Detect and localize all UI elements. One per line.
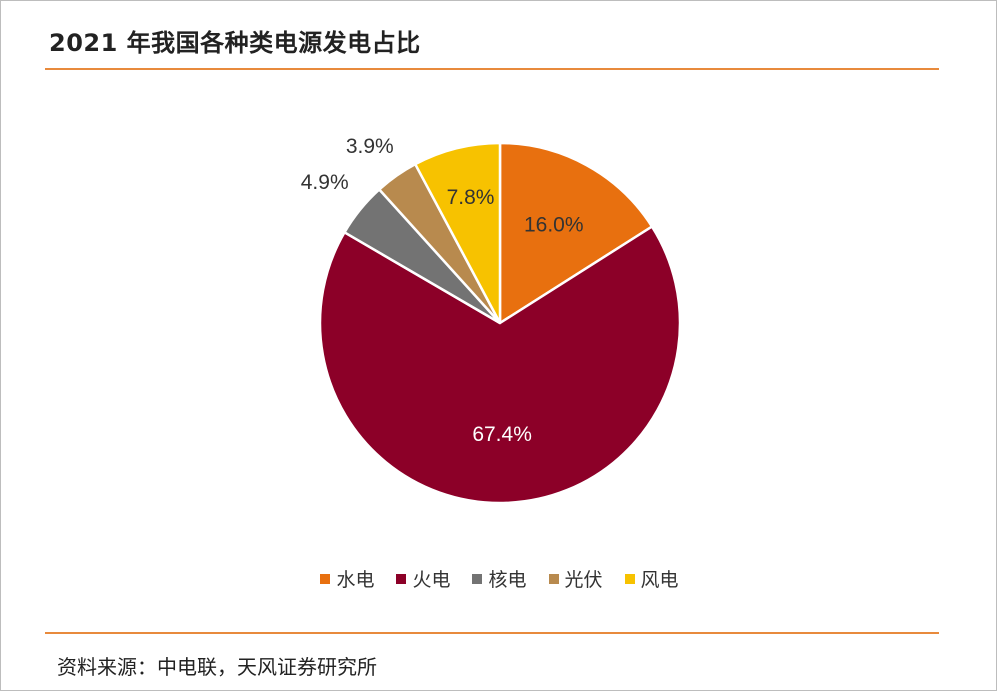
legend-swatch	[320, 573, 331, 584]
pie-slice-1	[498, 141, 654, 326]
legend-item-3: 核电	[472, 565, 527, 592]
legend-label: 火电	[412, 569, 451, 591]
legend-item-1: 水电	[320, 565, 374, 592]
legend-label: 水电	[336, 569, 375, 591]
pie-slice-2	[318, 224, 682, 505]
legend-swatch	[396, 573, 407, 584]
legend-swatch	[472, 573, 483, 584]
legend-item-4: 光伏	[548, 565, 603, 592]
legend-label: 光伏	[564, 569, 603, 591]
legend-swatch	[624, 573, 635, 584]
legend-swatch	[548, 573, 559, 584]
title-divider	[45, 68, 939, 70]
pie-label-2: 67.4%	[472, 423, 532, 446]
chart-legend: 水电 火电 核电 光伏 风电	[1, 565, 997, 592]
pie-label-5: 7.8%	[447, 186, 495, 209]
legend-label: 风电	[640, 569, 679, 591]
pie-chart: 16.0% 67.4% 4.9% 3.9% 7.8%	[301, 135, 682, 505]
source-divider	[45, 632, 939, 634]
pie-slice-5	[413, 141, 502, 324]
legend-label: 核电	[488, 569, 527, 591]
pie-label-1: 16.0%	[524, 214, 584, 237]
pie-label-3: 4.9%	[301, 171, 349, 194]
source-note: 资料来源：中电联，天风证券研究所	[57, 655, 377, 679]
legend-item-2: 火电	[396, 565, 450, 592]
legend-item-5: 风电	[624, 565, 679, 592]
chart-title: 2021 年我国各种类电源发电占比	[49, 29, 421, 57]
pie-slices	[318, 141, 682, 505]
pie-labels: 16.0% 67.4% 4.9% 3.9% 7.8%	[301, 135, 584, 446]
pie-label-4: 3.9%	[346, 135, 394, 158]
